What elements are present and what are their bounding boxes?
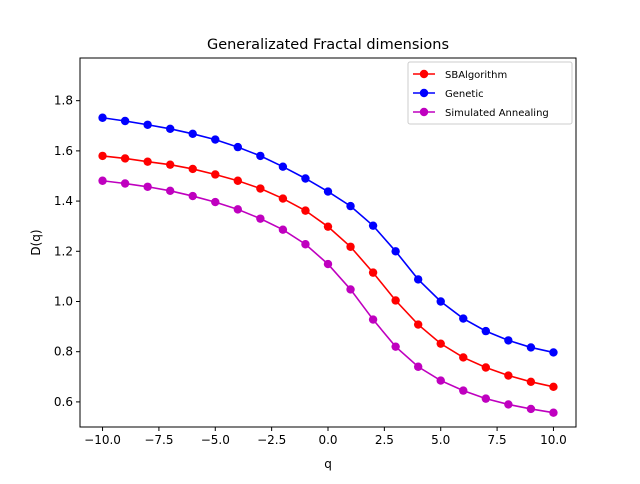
- data-point-simulated-annealing: [256, 214, 265, 223]
- y-tick-label: 1.4: [54, 194, 73, 208]
- data-point-simulated-annealing: [278, 225, 288, 234]
- y-tick-label: 0.6: [54, 395, 73, 409]
- x-axis: −10.0 −7.5 −5.0 −2.5 0.0 2.5 5.0 7.5 10.0: [84, 427, 567, 447]
- data-point-genetic: [323, 187, 333, 196]
- data-point-genetic: [256, 151, 265, 161]
- x-tick-label: 10.0: [540, 433, 567, 447]
- data-point-simulated-annealing: [459, 386, 468, 395]
- data-point-genetic: [211, 135, 220, 144]
- data-point-simulated-annealing: [346, 285, 355, 294]
- data-point-sbalgorithm: [368, 268, 378, 277]
- data-point-simulated-annealing: [413, 362, 423, 371]
- data-point-sbalgorithm: [278, 194, 288, 203]
- data-point-genetic: [436, 297, 445, 306]
- series-simulated-annealing: [98, 176, 558, 417]
- data-point-simulated-annealing: [391, 342, 400, 351]
- legend-label-sbalgorithm: SBAlgorithm: [445, 70, 507, 81]
- legend-marker-genetic: [419, 88, 429, 98]
- data-point-simulated-annealing: [368, 315, 378, 324]
- data-point-genetic: [368, 221, 378, 230]
- data-point-genetic: [346, 201, 355, 211]
- y-tick-label: 1.0: [54, 294, 73, 308]
- data-point-simulated-annealing: [549, 408, 558, 417]
- y-tick-label: 1.8: [54, 94, 73, 108]
- x-tick-label: −7.5: [144, 433, 173, 447]
- data-point-sbalgorithm: [526, 377, 536, 387]
- data-point-sbalgorithm: [301, 206, 310, 215]
- data-point-genetic: [301, 174, 310, 183]
- data-point-genetic: [120, 116, 130, 126]
- chart-title: Generalizated Fractal dimensions: [207, 37, 449, 53]
- data-point-sbalgorithm: [98, 151, 107, 161]
- data-point-sbalgorithm: [504, 371, 513, 380]
- data-point-simulated-annealing: [98, 176, 107, 185]
- legend: SBAlgorithm Genetic Simulated Annealing: [407, 61, 573, 125]
- x-tick-label: −2.5: [257, 433, 286, 447]
- data-point-sbalgorithm: [481, 363, 491, 372]
- x-tick-label: −5.0: [201, 433, 230, 447]
- data-point-genetic: [165, 124, 175, 133]
- data-point-genetic: [98, 113, 107, 122]
- series-layer: [98, 113, 558, 417]
- y-tick-label: 1.2: [54, 244, 73, 258]
- data-point-simulated-annealing: [188, 191, 197, 201]
- legend-box: [407, 61, 573, 125]
- data-point-genetic: [526, 343, 536, 352]
- data-point-simulated-annealing: [211, 197, 220, 207]
- legend-marker-simulated-annealing: [419, 107, 429, 117]
- data-point-sbalgorithm: [346, 242, 355, 251]
- data-point-sbalgorithm: [165, 160, 175, 169]
- x-tick-label: 7.5: [488, 433, 507, 447]
- data-point-sbalgorithm: [233, 176, 243, 185]
- data-point-sbalgorithm: [143, 157, 152, 166]
- data-point-genetic: [481, 326, 491, 336]
- data-point-simulated-annealing: [323, 259, 333, 269]
- data-point-sbalgorithm: [391, 296, 400, 305]
- data-point-simulated-annealing: [436, 376, 445, 385]
- data-point-genetic: [143, 120, 152, 129]
- x-axis-label: q: [324, 457, 332, 471]
- x-tick-label: 0.0: [318, 433, 337, 447]
- data-point-simulated-annealing: [143, 182, 152, 191]
- data-point-sbalgorithm: [323, 222, 333, 231]
- data-point-simulated-annealing: [233, 205, 243, 214]
- x-tick-label: −10.0: [84, 433, 121, 447]
- data-point-sbalgorithm: [120, 154, 130, 163]
- y-tick-label: 0.8: [54, 345, 73, 359]
- data-point-genetic: [459, 314, 468, 323]
- y-axis-label: D(q): [29, 229, 43, 255]
- series-genetic: [98, 113, 558, 357]
- legend-label-simulated-annealing: Simulated Annealing: [445, 108, 549, 119]
- series-sbalgorithm: [98, 151, 558, 392]
- data-point-sbalgorithm: [211, 170, 220, 179]
- data-point-genetic: [188, 129, 197, 139]
- data-point-sbalgorithm: [188, 164, 197, 174]
- x-tick-label: 2.5: [375, 433, 394, 447]
- y-tick-label: 1.6: [54, 144, 73, 158]
- data-point-simulated-annealing: [504, 400, 513, 409]
- data-point-sbalgorithm: [459, 353, 468, 362]
- x-tick-label: 5.0: [431, 433, 450, 447]
- data-point-genetic: [233, 142, 243, 152]
- data-point-genetic: [278, 162, 288, 171]
- data-point-sbalgorithm: [549, 382, 558, 392]
- data-point-simulated-annealing: [526, 404, 536, 414]
- data-point-genetic: [391, 247, 400, 256]
- data-point-simulated-annealing: [481, 394, 491, 403]
- legend-marker-sbalgorithm: [419, 69, 429, 79]
- data-point-sbalgorithm: [436, 339, 445, 348]
- data-point-genetic: [413, 275, 423, 284]
- y-axis: 0.6 0.8 1.0 1.2 1.4 1.6 1.8: [54, 94, 80, 409]
- data-point-genetic: [504, 336, 513, 345]
- data-point-genetic: [549, 348, 558, 357]
- data-point-simulated-annealing: [165, 186, 175, 195]
- legend-label-genetic: Genetic: [445, 89, 484, 100]
- data-point-simulated-annealing: [301, 240, 310, 249]
- data-point-sbalgorithm: [256, 184, 265, 193]
- data-point-sbalgorithm: [413, 320, 423, 329]
- data-point-simulated-annealing: [120, 179, 130, 188]
